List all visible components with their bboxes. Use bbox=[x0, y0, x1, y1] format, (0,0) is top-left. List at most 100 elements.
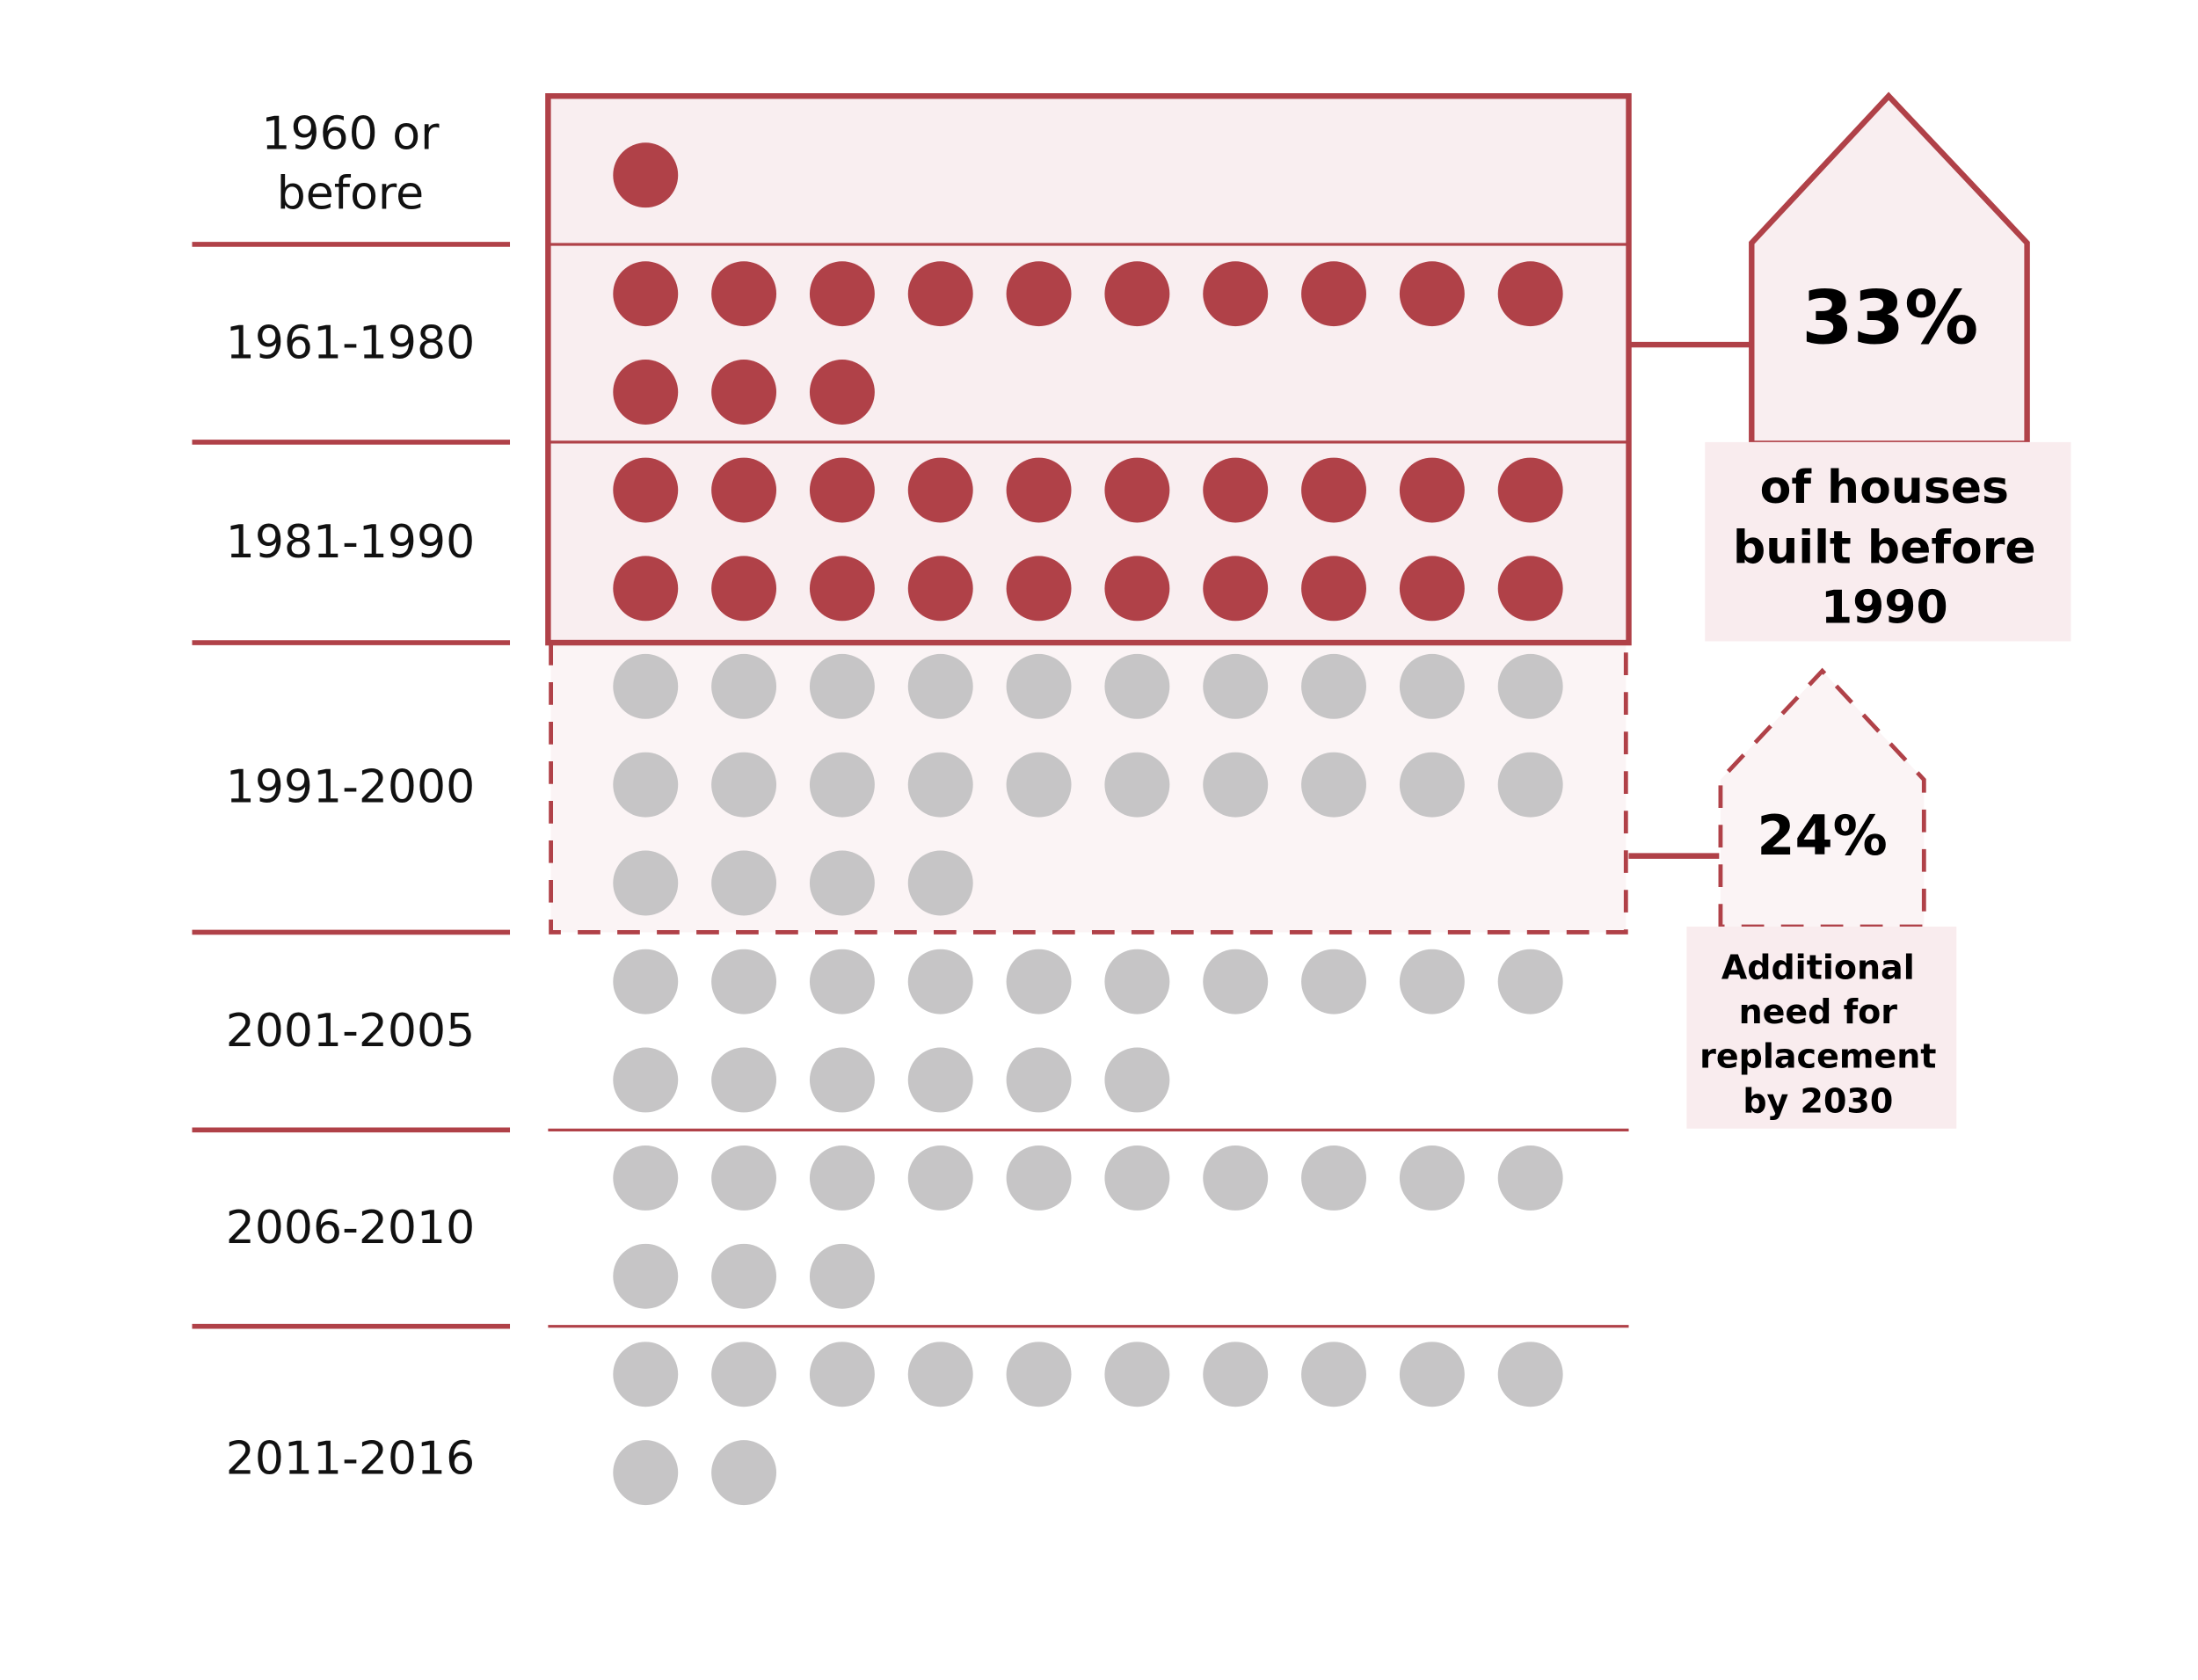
dot-highlighted bbox=[1301, 261, 1366, 327]
dot bbox=[907, 752, 973, 818]
dot bbox=[711, 1342, 777, 1407]
period-label-layer: 1960 or before 1961-1980 1981-1990 1991-2000… bbox=[226, 108, 475, 1486]
dot bbox=[1497, 949, 1563, 1015]
dot bbox=[1203, 949, 1269, 1015]
dot bbox=[907, 653, 973, 719]
dot-highlighted bbox=[1497, 261, 1563, 327]
dot bbox=[1203, 653, 1269, 719]
dot bbox=[1203, 1145, 1269, 1211]
dot bbox=[1301, 653, 1366, 719]
dot bbox=[809, 1342, 875, 1407]
period-label: 1960 or before bbox=[261, 108, 440, 221]
dot-highlighted bbox=[613, 360, 679, 425]
callout-text-line: Additional bbox=[1721, 948, 1915, 986]
dot-layer bbox=[613, 142, 1563, 1506]
dot-highlighted bbox=[711, 556, 777, 622]
dot bbox=[907, 1145, 973, 1211]
dot bbox=[613, 1440, 679, 1506]
callout-text-line: built before bbox=[1733, 521, 2036, 574]
dot bbox=[1399, 1145, 1465, 1211]
dot bbox=[711, 752, 777, 818]
dot bbox=[1006, 752, 1072, 818]
dot-highlighted bbox=[1006, 556, 1072, 622]
dot bbox=[1104, 1342, 1170, 1407]
dot bbox=[1006, 1145, 1072, 1211]
dot-highlighted bbox=[1203, 261, 1269, 327]
dot bbox=[1203, 752, 1269, 818]
dot-highlighted bbox=[809, 457, 875, 523]
dot bbox=[809, 949, 875, 1015]
dot-highlighted bbox=[907, 556, 973, 622]
dot bbox=[711, 653, 777, 719]
dot bbox=[613, 1145, 679, 1211]
dot bbox=[613, 1243, 679, 1309]
dot-highlighted bbox=[613, 457, 679, 523]
dot-highlighted bbox=[1301, 457, 1366, 523]
house-icon bbox=[1749, 91, 2030, 447]
dot-highlighted bbox=[613, 261, 679, 327]
dot bbox=[1399, 752, 1465, 818]
dot bbox=[613, 752, 679, 818]
dot-highlighted bbox=[1104, 556, 1170, 622]
dot-highlighted bbox=[711, 261, 777, 327]
dot-highlighted bbox=[613, 142, 679, 208]
dot bbox=[809, 850, 875, 916]
dot bbox=[613, 949, 679, 1015]
dot bbox=[1399, 949, 1465, 1015]
dot-highlighted bbox=[1006, 261, 1072, 327]
callout-text-line: by 2030 bbox=[1743, 1081, 1893, 1120]
dot bbox=[711, 1047, 777, 1113]
callout-text-line: 1990 bbox=[1821, 582, 1948, 635]
dot bbox=[1301, 1342, 1366, 1407]
callout-text-line: need for bbox=[1739, 993, 1898, 1031]
dot-highlighted bbox=[613, 556, 679, 622]
dot bbox=[1006, 1342, 1072, 1407]
dot bbox=[1104, 949, 1170, 1015]
period-label: 1961-1980 bbox=[226, 316, 475, 369]
dot bbox=[1006, 1047, 1072, 1113]
dot bbox=[1104, 653, 1170, 719]
dot bbox=[809, 653, 875, 719]
dot bbox=[1497, 752, 1563, 818]
callout-text-line: replacement bbox=[1699, 1037, 1936, 1076]
dot-highlighted bbox=[809, 261, 875, 327]
dot bbox=[1399, 653, 1465, 719]
dot-highlighted bbox=[711, 360, 777, 425]
dot bbox=[907, 850, 973, 916]
dot bbox=[1104, 752, 1170, 818]
dot bbox=[809, 752, 875, 818]
dot-highlighted bbox=[1104, 457, 1170, 523]
dot bbox=[1497, 653, 1563, 719]
callout-layer: 33% of houses built before 1990 24% Additiona… bbox=[545, 91, 2071, 1129]
dot-highlighted bbox=[1006, 457, 1072, 523]
dot bbox=[613, 850, 679, 916]
highlight-box-fill bbox=[548, 96, 1629, 644]
highlight-box-border bbox=[545, 93, 1632, 646]
dot bbox=[1104, 1145, 1170, 1211]
period-label: 2006-2010 bbox=[226, 1202, 475, 1255]
dot bbox=[1301, 949, 1366, 1015]
dot bbox=[1497, 1342, 1563, 1407]
dot-highlighted bbox=[809, 556, 875, 622]
dot-highlighted bbox=[711, 457, 777, 523]
dot bbox=[907, 949, 973, 1015]
dot bbox=[711, 1440, 777, 1506]
house-icon-dashed bbox=[1718, 667, 1926, 929]
callout-percent: 33% bbox=[1801, 274, 1978, 360]
callout-text-line: of houses bbox=[1760, 462, 2009, 514]
dot-highlighted bbox=[1497, 457, 1563, 523]
dot bbox=[711, 949, 777, 1015]
dot bbox=[1104, 1047, 1170, 1113]
dot bbox=[1399, 1342, 1465, 1407]
dot bbox=[613, 1047, 679, 1113]
dot-highlighted bbox=[1497, 556, 1563, 622]
dot-highlighted bbox=[809, 360, 875, 425]
dot bbox=[711, 850, 777, 916]
dot-highlighted bbox=[1203, 457, 1269, 523]
period-label: 1991-2000 bbox=[226, 761, 475, 814]
dot bbox=[1006, 949, 1072, 1015]
callout-percent: 24% bbox=[1757, 804, 1887, 868]
dot-highlighted bbox=[1104, 261, 1170, 327]
dot bbox=[711, 1145, 777, 1211]
